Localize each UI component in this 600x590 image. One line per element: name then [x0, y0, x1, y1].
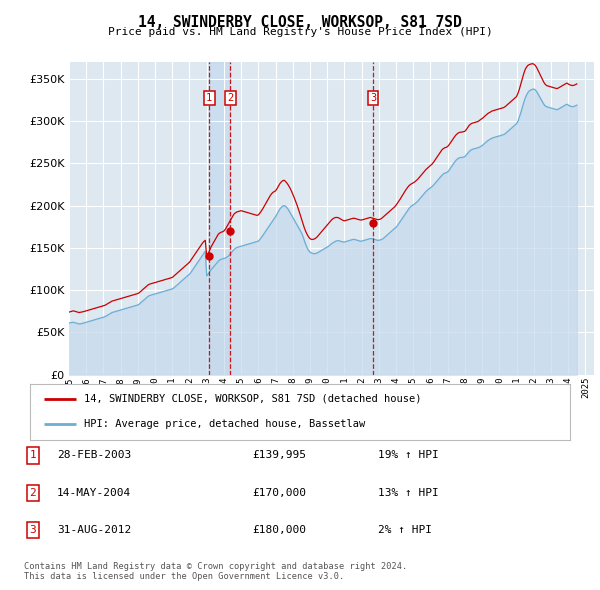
Text: 31-AUG-2012: 31-AUG-2012 — [57, 525, 131, 535]
Text: 14, SWINDERBY CLOSE, WORKSOP, S81 7SD (detached house): 14, SWINDERBY CLOSE, WORKSOP, S81 7SD (d… — [84, 394, 421, 404]
Text: 28-FEB-2003: 28-FEB-2003 — [57, 451, 131, 460]
Text: £139,995: £139,995 — [252, 451, 306, 460]
Text: 1: 1 — [206, 93, 212, 103]
Text: 2: 2 — [29, 488, 37, 497]
Text: 19% ↑ HPI: 19% ↑ HPI — [378, 451, 439, 460]
Text: Price paid vs. HM Land Registry's House Price Index (HPI): Price paid vs. HM Land Registry's House … — [107, 27, 493, 37]
Text: 13% ↑ HPI: 13% ↑ HPI — [378, 488, 439, 497]
Text: Contains HM Land Registry data © Crown copyright and database right 2024.: Contains HM Land Registry data © Crown c… — [24, 562, 407, 571]
Text: £180,000: £180,000 — [252, 525, 306, 535]
Bar — [209, 62, 230, 375]
Text: 2: 2 — [227, 93, 233, 103]
Text: 14, SWINDERBY CLOSE, WORKSOP, S81 7SD: 14, SWINDERBY CLOSE, WORKSOP, S81 7SD — [138, 15, 462, 30]
Text: 14-MAY-2004: 14-MAY-2004 — [57, 488, 131, 497]
Text: £170,000: £170,000 — [252, 488, 306, 497]
Text: This data is licensed under the Open Government Licence v3.0.: This data is licensed under the Open Gov… — [24, 572, 344, 581]
Text: 3: 3 — [29, 525, 37, 535]
Text: 1: 1 — [29, 451, 37, 460]
Text: 2% ↑ HPI: 2% ↑ HPI — [378, 525, 432, 535]
Text: 3: 3 — [370, 93, 376, 103]
Text: HPI: Average price, detached house, Bassetlaw: HPI: Average price, detached house, Bass… — [84, 419, 365, 430]
